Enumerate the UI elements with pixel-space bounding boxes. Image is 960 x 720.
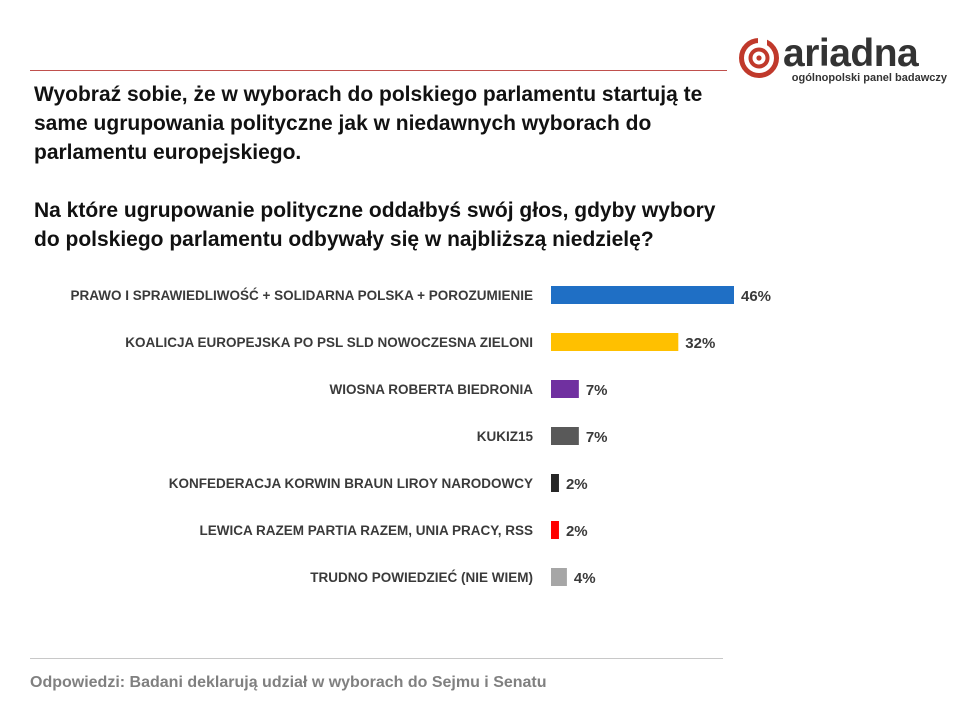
bar (551, 427, 579, 445)
category-label: LEWICA RAZEM PARTIA RAZEM, UNIA PRACY, R… (200, 523, 534, 538)
question-intro: Wyobraź sobie, że w wyborach do polskieg… (34, 83, 703, 164)
bar (551, 474, 559, 492)
brand-logo: ariadna ogólnopolski panel badawczy (737, 32, 949, 88)
value-label: 32% (685, 335, 715, 352)
value-label: 2% (566, 476, 588, 493)
category-label: KUKIZ15 (477, 429, 534, 444)
value-label: 2% (566, 523, 588, 540)
value-label: 4% (574, 570, 596, 587)
bar (551, 333, 679, 351)
category-label: PRAWO I SPRAWIEDLIWOŚĆ + SOLIDARNA POLSK… (70, 288, 533, 303)
bar-chart: PRAWO I SPRAWIEDLIWOŚĆ + SOLIDARNA POLSK… (70, 286, 771, 587)
bar (551, 568, 567, 586)
bottom-divider (30, 658, 723, 659)
category-label: KONFEDERACJA KORWIN BRAUN LIROY NARODOWC… (169, 476, 533, 491)
top-divider (30, 70, 727, 71)
question-main: Na które ugrupowanie polityczne oddałbyś… (34, 199, 716, 251)
value-label: 46% (741, 288, 771, 305)
value-label: 7% (586, 382, 608, 399)
ariadna-spiral-icon (739, 38, 779, 78)
footnote: Odpowiedzi: Badani deklarują udział w wy… (30, 674, 547, 691)
category-label: WIOSNA ROBERTA BIEDRONIA (330, 382, 534, 397)
question-text: Wyobraź sobie, że w wyborach do polskieg… (34, 80, 734, 254)
bar (551, 521, 559, 539)
value-label: 7% (586, 429, 608, 446)
category-label: TRUDNO POWIEDZIEĆ (NIE WIEM) (310, 570, 533, 585)
bar (551, 286, 734, 304)
category-label: KOALICJA EUROPEJSKA PO PSL SLD NOWOCZESN… (125, 335, 533, 350)
brand-tagline: ogólnopolski panel badawczy (791, 72, 947, 84)
brand-name: ariadna (783, 32, 919, 75)
bar (551, 380, 579, 398)
